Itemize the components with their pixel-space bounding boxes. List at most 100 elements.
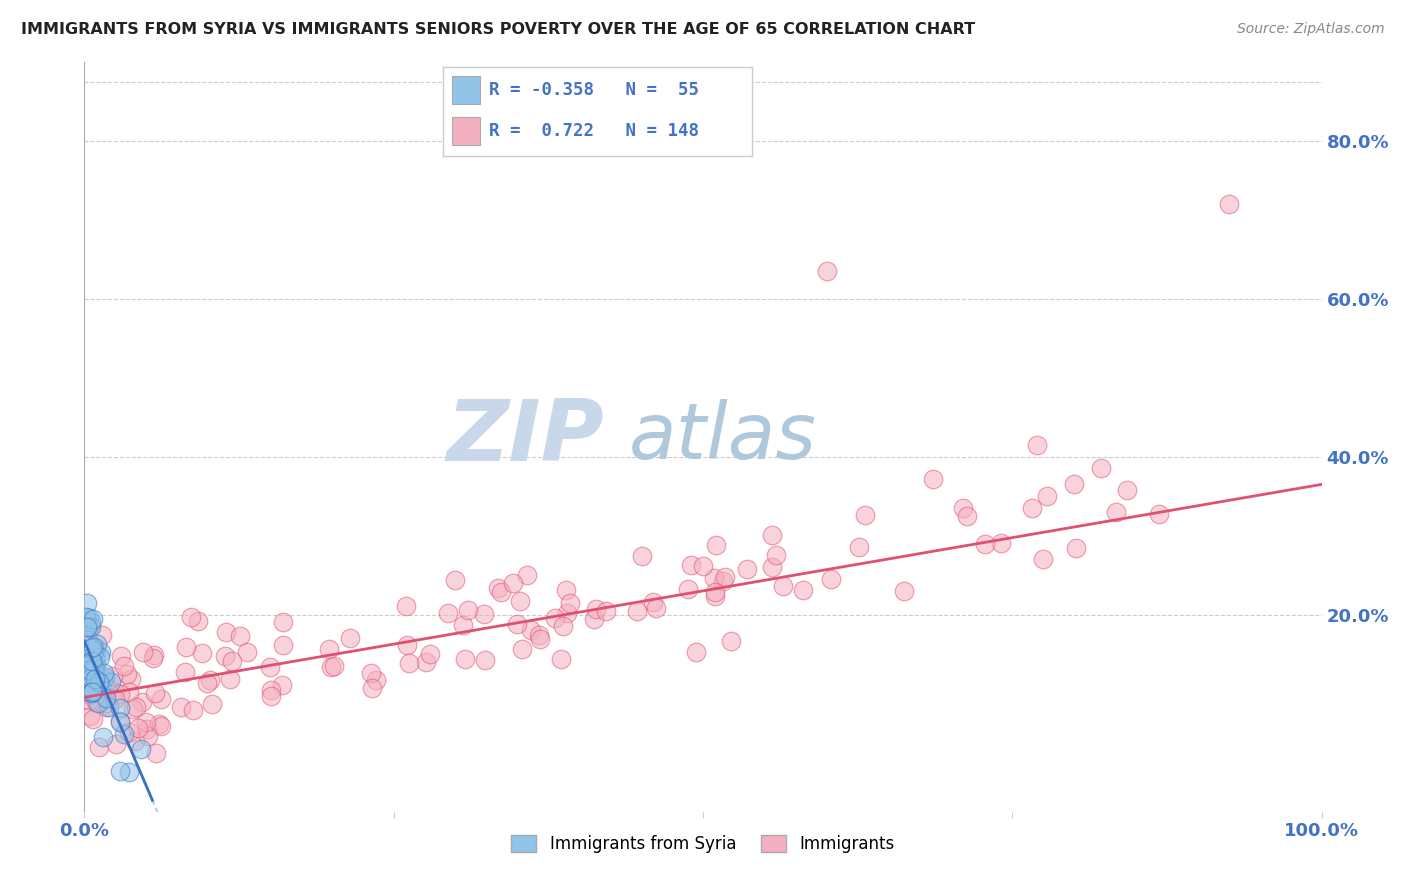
Point xyxy=(174,640,197,654)
Point xyxy=(77,680,100,694)
Point xyxy=(79,709,101,723)
Point xyxy=(136,729,159,743)
Point xyxy=(112,727,135,741)
Point xyxy=(77,693,100,707)
Point xyxy=(80,620,103,634)
Point xyxy=(582,612,605,626)
Point xyxy=(174,665,197,680)
Point xyxy=(149,692,172,706)
Point xyxy=(472,607,495,621)
Point xyxy=(89,739,111,754)
Point xyxy=(685,645,707,659)
Point xyxy=(79,611,101,625)
Text: IMMIGRANTS FROM SYRIA VS IMMIGRANTS SENIORS POVERTY OVER THE AGE OF 65 CORRELATI: IMMIGRANTS FROM SYRIA VS IMMIGRANTS SENI… xyxy=(21,22,976,37)
Point xyxy=(94,670,117,684)
Point xyxy=(82,673,104,688)
Point xyxy=(510,641,533,656)
Point xyxy=(124,734,146,748)
Point xyxy=(86,637,108,651)
Point xyxy=(132,645,155,659)
Text: atlas: atlas xyxy=(628,399,817,475)
Point xyxy=(486,582,509,596)
Point xyxy=(1064,541,1087,555)
Point xyxy=(395,638,418,652)
FancyBboxPatch shape xyxy=(453,117,479,145)
Point xyxy=(1090,461,1112,475)
Point xyxy=(101,669,124,683)
Point xyxy=(89,649,111,664)
Point xyxy=(94,699,117,714)
Point xyxy=(1063,477,1085,491)
Point xyxy=(191,646,214,660)
Point xyxy=(76,620,98,634)
Point xyxy=(551,619,574,633)
Point xyxy=(131,695,153,709)
Point xyxy=(142,650,165,665)
Point xyxy=(198,673,221,687)
Point xyxy=(180,609,202,624)
Point xyxy=(104,684,127,698)
Point xyxy=(79,688,101,702)
Point xyxy=(136,722,159,736)
Point xyxy=(104,692,127,706)
Point xyxy=(271,615,294,629)
Point xyxy=(1021,501,1043,516)
Point xyxy=(77,622,100,636)
Point xyxy=(720,634,742,648)
FancyBboxPatch shape xyxy=(453,76,479,104)
Point xyxy=(952,500,974,515)
Point xyxy=(87,686,110,700)
Legend: Immigrants from Syria, Immigrants: Immigrants from Syria, Immigrants xyxy=(505,828,901,860)
Point xyxy=(80,615,103,629)
Point xyxy=(187,614,209,628)
Point xyxy=(115,667,138,681)
Point xyxy=(96,696,118,710)
Point xyxy=(444,574,467,588)
Point xyxy=(118,684,141,698)
Point xyxy=(474,653,496,667)
Point xyxy=(260,689,283,703)
Point xyxy=(502,576,524,591)
Point xyxy=(395,599,418,613)
Point xyxy=(520,624,543,638)
Point xyxy=(1218,197,1240,211)
Point xyxy=(82,684,104,698)
Point xyxy=(457,602,479,616)
Point xyxy=(509,594,531,608)
Point xyxy=(792,582,814,597)
Point xyxy=(118,724,141,739)
Point xyxy=(437,606,460,620)
Point xyxy=(1105,505,1128,519)
Point xyxy=(676,582,699,596)
Point xyxy=(735,561,758,575)
Point xyxy=(77,658,100,673)
Text: Source: ZipAtlas.com: Source: ZipAtlas.com xyxy=(1237,22,1385,37)
Point xyxy=(360,681,382,695)
Point xyxy=(91,730,114,744)
Point xyxy=(318,642,340,657)
Point xyxy=(82,684,104,698)
Point xyxy=(76,596,98,610)
Point xyxy=(149,719,172,733)
Point xyxy=(79,678,101,692)
Point xyxy=(558,596,581,610)
Point xyxy=(201,698,224,712)
Point xyxy=(644,600,666,615)
Point xyxy=(1026,438,1049,452)
Point xyxy=(704,538,727,552)
Point xyxy=(489,585,512,599)
Point xyxy=(557,606,579,620)
Point xyxy=(195,675,218,690)
Point xyxy=(419,647,441,661)
Point xyxy=(820,572,842,586)
Point xyxy=(135,715,157,730)
Point xyxy=(215,625,238,640)
Point xyxy=(84,647,107,661)
Point xyxy=(703,571,725,585)
Point xyxy=(83,662,105,676)
Point xyxy=(79,647,101,661)
Point xyxy=(87,696,110,710)
Point xyxy=(692,559,714,574)
Point xyxy=(97,681,120,696)
Point xyxy=(323,659,346,673)
